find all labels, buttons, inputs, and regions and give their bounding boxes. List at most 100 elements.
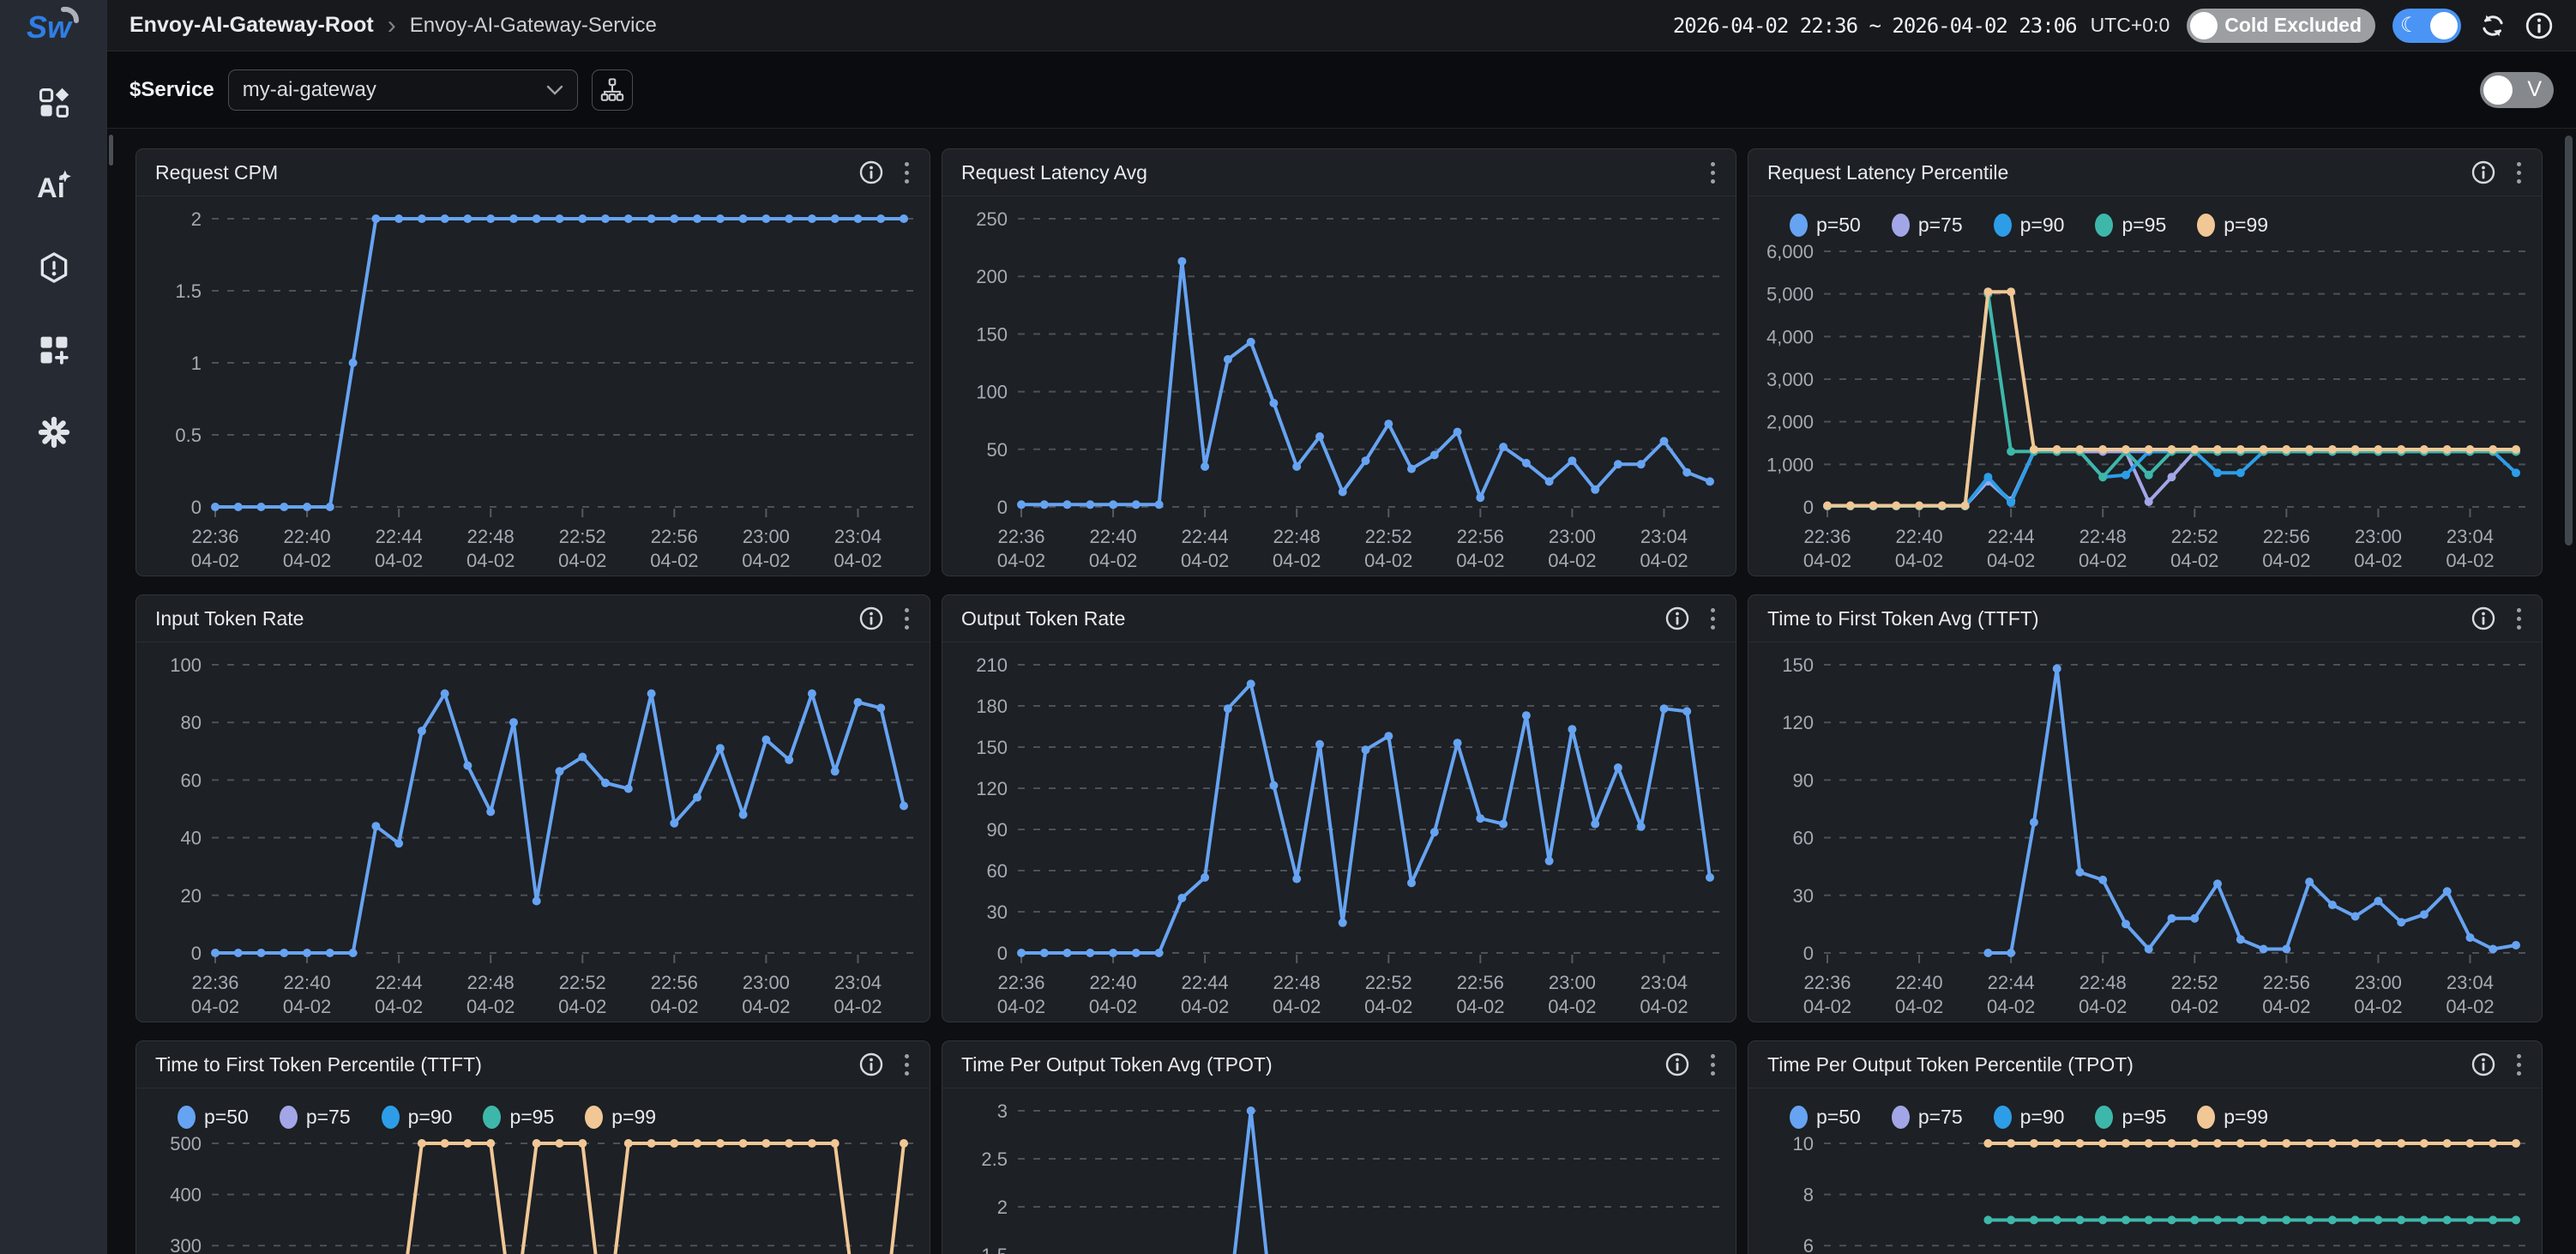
- info-icon: [2525, 12, 2553, 39]
- panel-info-icon[interactable]: [2471, 1052, 2496, 1077]
- legend-item-p-99[interactable]: p=99: [2197, 213, 2268, 237]
- refresh-button[interactable]: [2478, 11, 2507, 40]
- legend-item-p-75[interactable]: p=75: [1891, 213, 1963, 237]
- svg-text:04-02: 04-02: [2354, 550, 2402, 571]
- svg-text:23:04: 23:04: [2447, 526, 2494, 547]
- timezone-label[interactable]: UTC+0:0: [2090, 14, 2170, 36]
- panel-actions: [2471, 160, 2523, 185]
- breadcrumb-leaf[interactable]: Envoy-AI-Gateway-Service: [409, 13, 657, 37]
- panel-menu-kebab-icon[interactable]: [1709, 606, 1717, 631]
- service-tree-button[interactable]: [591, 69, 633, 111]
- chart-legend: p=50 p=75 p=90 p=95 p=99: [1748, 196, 2542, 239]
- panel-info-icon[interactable]: [858, 606, 884, 631]
- legend-item-p-95[interactable]: p=95: [2095, 213, 2166, 237]
- svg-text:22:52: 22:52: [559, 972, 606, 993]
- dark-mode-toggle[interactable]: ☾: [2392, 8, 2461, 43]
- svg-text:80: 80: [181, 712, 202, 733]
- left-scrollbar-thumb[interactable]: [109, 135, 113, 166]
- panel-actions: [1664, 1052, 1717, 1077]
- chart-area: 6,000 5,000 4,000 3,000 2,000 1,000 0 22:36 04-0…: [1748, 239, 2542, 576]
- svg-text:22:52: 22:52: [1365, 972, 1412, 993]
- svg-text:04-02: 04-02: [742, 550, 790, 571]
- cold-excluded-toggle[interactable]: Cold Excluded: [2187, 8, 2375, 43]
- svg-text:22:44: 22:44: [1182, 526, 1229, 547]
- panel-menu-kebab-icon[interactable]: [1709, 160, 1717, 185]
- svg-text:8: 8: [1803, 1185, 1814, 1206]
- panel-info-icon[interactable]: [2471, 160, 2496, 185]
- app-logo[interactable]: Sw: [23, 5, 85, 48]
- panel-menu-kebab-icon[interactable]: [2515, 606, 2523, 631]
- panel-info-icon[interactable]: [1664, 1052, 1690, 1077]
- info-button[interactable]: [2525, 11, 2554, 40]
- time-range-picker[interactable]: 2026-04-02 22:36 ~ 2026-04-02 23:06: [1672, 13, 2078, 38]
- legend-item-p-95[interactable]: p=95: [2095, 1105, 2166, 1129]
- svg-text:22:48: 22:48: [1273, 972, 1321, 993]
- panel-menu-kebab-icon[interactable]: [2515, 1052, 2523, 1077]
- panel-info-icon[interactable]: [2471, 606, 2496, 631]
- variables-visibility-toggle[interactable]: V: [2480, 71, 2554, 108]
- svg-text:500: 500: [170, 1133, 202, 1155]
- panel-input-token-rate: Input Token Rate 100 80 60 40 20 0 22:36 04-02 22…: [135, 594, 930, 1022]
- toggle-knob: [2190, 11, 2218, 39]
- alerts-icon: [40, 252, 67, 283]
- panel-menu-kebab-icon[interactable]: [1709, 1052, 1717, 1077]
- legend-label: p=75: [1917, 213, 1963, 236]
- legend-item-p-90[interactable]: p=90: [1993, 1105, 2064, 1129]
- legend-dot-icon: [279, 1105, 298, 1129]
- svg-text:30: 30: [1793, 885, 1814, 907]
- svg-text:22:40: 22:40: [284, 526, 331, 547]
- panel-output-token-rate: Output Token Rate 210 180 150 120 90 60 30 0 22:3…: [942, 594, 1736, 1022]
- svg-text:04-02: 04-02: [997, 550, 1045, 571]
- panel-menu-kebab-icon[interactable]: [903, 1052, 911, 1077]
- legend-item-p-90[interactable]: p=90: [381, 1105, 452, 1129]
- legend-item-p-75[interactable]: p=75: [279, 1105, 351, 1129]
- legend-item-p-90[interactable]: p=90: [1993, 213, 2064, 237]
- svg-text:04-02: 04-02: [1895, 996, 1943, 1017]
- panel-menu-kebab-icon[interactable]: [903, 606, 911, 631]
- sidebar-item-dashboards[interactable]: [35, 84, 73, 122]
- legend-item-p-50[interactable]: p=50: [178, 1105, 249, 1129]
- panel-grid: Request CPM 2 1.5 1 0.5 0 22:36 04-02 22:40 04-02…: [107, 129, 2576, 1254]
- svg-text:04-02: 04-02: [1987, 996, 2035, 1017]
- sidebar-item-settings[interactable]: [35, 413, 73, 451]
- panel-menu-kebab-icon[interactable]: [903, 160, 911, 185]
- legend-item-p-99[interactable]: p=99: [585, 1105, 656, 1129]
- svg-text:2,000: 2,000: [1766, 412, 1814, 433]
- svg-text:22:48: 22:48: [2079, 972, 2127, 993]
- svg-text:04-02: 04-02: [2354, 996, 2402, 1017]
- sidebar-item-ai-assistant[interactable]: Ai: [35, 166, 73, 204]
- legend-item-p-50[interactable]: p=50: [1790, 1105, 1861, 1129]
- panel-info-icon[interactable]: [858, 160, 884, 185]
- panel-info-icon[interactable]: [1664, 606, 1690, 631]
- svg-text:04-02: 04-02: [650, 996, 698, 1017]
- svg-text:04-02: 04-02: [1456, 996, 1504, 1017]
- svg-text:30: 30: [987, 901, 1008, 923]
- breadcrumb-root[interactable]: Envoy-AI-Gateway-Root: [129, 13, 374, 37]
- right-scrollbar-thumb[interactable]: [2565, 136, 2573, 546]
- legend-item-p-95[interactable]: p=95: [483, 1105, 554, 1129]
- legend-item-p-75[interactable]: p=75: [1891, 1105, 1963, 1129]
- svg-text:1,000: 1,000: [1766, 454, 1814, 475]
- svg-text:22:36: 22:36: [191, 526, 238, 547]
- svg-text:04-02: 04-02: [1548, 550, 1596, 571]
- sidebar-item-alerts[interactable]: [35, 249, 73, 286]
- svg-text:22:56: 22:56: [2263, 526, 2310, 547]
- legend-item-p-50[interactable]: p=50: [1790, 213, 1861, 237]
- svg-text:150: 150: [976, 737, 1008, 758]
- legend-dot-icon: [1891, 213, 1910, 237]
- legend-label: p=50: [1816, 213, 1861, 236]
- legend-item-p-99[interactable]: p=99: [2197, 1105, 2268, 1129]
- svg-text:22:44: 22:44: [1182, 972, 1229, 993]
- svg-text:22:40: 22:40: [284, 972, 331, 993]
- svg-text:04-02: 04-02: [834, 996, 882, 1017]
- variable-bar: $Service my-ai-gateway: [107, 51, 2576, 129]
- svg-text:04-02: 04-02: [558, 550, 606, 571]
- panel-title: Input Token Rate: [155, 606, 304, 630]
- cold-excluded-label: Cold Excluded: [2224, 14, 2362, 36]
- panel-header: Time to First Token Percentile (TTFT): [136, 1041, 930, 1088]
- service-select[interactable]: my-ai-gateway: [227, 69, 578, 111]
- panel-menu-kebab-icon[interactable]: [2515, 160, 2523, 185]
- svg-text:04-02: 04-02: [1640, 996, 1688, 1017]
- sidebar-item-integrations[interactable]: [35, 331, 73, 369]
- panel-info-icon[interactable]: [858, 1052, 884, 1077]
